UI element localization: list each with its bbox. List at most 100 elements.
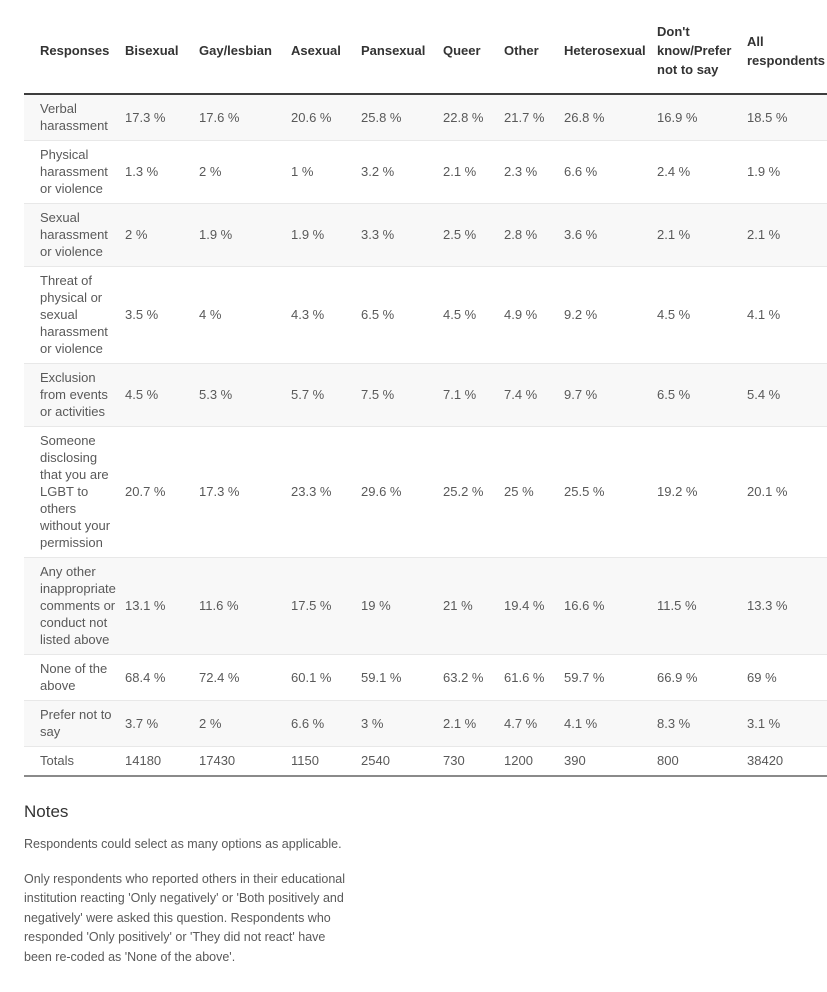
table-cell: 2 % — [125, 203, 199, 267]
row-label: Totals — [24, 746, 125, 777]
table-cell: 4.1 % — [564, 700, 657, 747]
table-cell: 18.5 % — [747, 94, 827, 141]
table-cell: 2540 — [361, 746, 443, 777]
notes-section: Notes Respondents could select as many o… — [24, 802, 356, 967]
table-cell: 4.5 % — [657, 266, 747, 364]
table-row: Verbal harassment 17.3 % 17.6 % 20.6 % 2… — [24, 94, 827, 141]
table-cell: 59.1 % — [361, 654, 443, 701]
table-cell: 16.6 % — [564, 557, 657, 655]
table-cell: 9.7 % — [564, 363, 657, 427]
table-cell: 29.6 % — [361, 426, 443, 558]
table-cell: 13.1 % — [125, 557, 199, 655]
column-header-queer: Queer — [443, 8, 504, 95]
table-cell: 60.1 % — [291, 654, 361, 701]
column-header-heterosexual: Heterosexual — [564, 8, 657, 95]
table-cell: 2.5 % — [443, 203, 504, 267]
table-cell: 23.3 % — [291, 426, 361, 558]
table-cell: 1.9 % — [199, 203, 291, 267]
table-cell: 68.4 % — [125, 654, 199, 701]
table-row: None of the above 68.4 % 72.4 % 60.1 % 5… — [24, 654, 827, 701]
table-cell: 66.9 % — [657, 654, 747, 701]
table-cell: 3.2 % — [361, 140, 443, 204]
table-row: Exclusion from events or activities 4.5 … — [24, 363, 827, 427]
table-cell: 730 — [443, 746, 504, 777]
table-cell: 25 % — [504, 426, 564, 558]
column-header-asexual: Asexual — [291, 8, 361, 95]
notes-paragraph: Respondents could select as many options… — [24, 837, 342, 851]
table-cell: 59.7 % — [564, 654, 657, 701]
column-header-pansexual: Pansexual — [361, 8, 443, 95]
table-cell: 2.1 % — [747, 203, 827, 267]
table-cell: 1150 — [291, 746, 361, 777]
column-header-all-respondents: All respondents — [747, 8, 827, 95]
table-cell: 3.6 % — [564, 203, 657, 267]
table-cell: 9.2 % — [564, 266, 657, 364]
table-cell: 1.9 % — [291, 203, 361, 267]
table-cell: 6.6 % — [564, 140, 657, 204]
row-label: Sexual harassment or violence — [24, 203, 125, 267]
table-cell: 6.5 % — [361, 266, 443, 364]
row-label: Verbal harassment — [24, 94, 125, 141]
table-cell: 2 % — [199, 700, 291, 747]
table-cell: 2 % — [199, 140, 291, 204]
table-cell: 4.3 % — [291, 266, 361, 364]
table-row: Sexual harassment or violence 2 % 1.9 % … — [24, 203, 827, 267]
table-cell: 5.7 % — [291, 363, 361, 427]
column-header-gay-lesbian: Gay/lesbian — [199, 8, 291, 95]
table-cell: 390 — [564, 746, 657, 777]
notes-paragraph: Only respondents who reported others in … — [24, 871, 346, 964]
column-header-other: Other — [504, 8, 564, 95]
table-row: Someone disclosing that you are LGBT to … — [24, 426, 827, 558]
survey-results-table: Responses Bisexual Gay/lesbian Asexual P… — [24, 8, 827, 777]
header-row: Responses Bisexual Gay/lesbian Asexual P… — [24, 8, 827, 95]
column-header-responses: Responses — [24, 8, 125, 95]
table-cell: 1.3 % — [125, 140, 199, 204]
table-cell: 20.6 % — [291, 94, 361, 141]
table-row: Prefer not to say 3.7 % 2 % 6.6 % 3 % 2.… — [24, 700, 827, 747]
table-cell: 4 % — [199, 266, 291, 364]
table-cell: 14180 — [125, 746, 199, 777]
table-cell: 2.1 % — [657, 203, 747, 267]
notes-heading: Notes — [24, 802, 69, 821]
table-cell: 5.3 % — [199, 363, 291, 427]
table-cell: 17430 — [199, 746, 291, 777]
table-cell: 3.5 % — [125, 266, 199, 364]
table-cell: 38420 — [747, 746, 827, 777]
table-header: Responses Bisexual Gay/lesbian Asexual P… — [24, 8, 827, 95]
table-cell: 16.9 % — [657, 94, 747, 141]
table-cell: 1.9 % — [747, 140, 827, 204]
column-header-dont-know: Don't know/Prefer not to say — [657, 8, 747, 95]
table-cell: 4.5 % — [125, 363, 199, 427]
table-cell: 2.1 % — [443, 700, 504, 747]
row-label: Exclusion from events or activities — [24, 363, 125, 427]
table-cell: 3.1 % — [747, 700, 827, 747]
row-label: None of the above — [24, 654, 125, 701]
table-row-totals: Totals 14180 17430 1150 2540 730 1200 39… — [24, 746, 827, 777]
table-cell: 25.2 % — [443, 426, 504, 558]
table-cell: 69 % — [747, 654, 827, 701]
table-cell: 19.4 % — [504, 557, 564, 655]
table-cell: 6.6 % — [291, 700, 361, 747]
table-cell: 800 — [657, 746, 747, 777]
table-cell: 4.5 % — [443, 266, 504, 364]
table-cell: 17.6 % — [199, 94, 291, 141]
table-row: Physical harassment or violence 1.3 % 2 … — [24, 140, 827, 204]
table-cell: 20.7 % — [125, 426, 199, 558]
table-cell: 63.2 % — [443, 654, 504, 701]
table-cell: 4.1 % — [747, 266, 827, 364]
table-cell: 25.5 % — [564, 426, 657, 558]
table-cell: 72.4 % — [199, 654, 291, 701]
table-cell: 7.1 % — [443, 363, 504, 427]
table-cell: 8.3 % — [657, 700, 747, 747]
table-cell: 7.5 % — [361, 363, 443, 427]
row-label: Someone disclosing that you are LGBT to … — [24, 426, 125, 558]
table-cell: 19.2 % — [657, 426, 747, 558]
table-cell: 21.7 % — [504, 94, 564, 141]
table-cell: 2.3 % — [504, 140, 564, 204]
table-cell: 26.8 % — [564, 94, 657, 141]
table-cell: 7.4 % — [504, 363, 564, 427]
table-cell: 11.6 % — [199, 557, 291, 655]
table-cell: 3.3 % — [361, 203, 443, 267]
table-cell: 2.8 % — [504, 203, 564, 267]
